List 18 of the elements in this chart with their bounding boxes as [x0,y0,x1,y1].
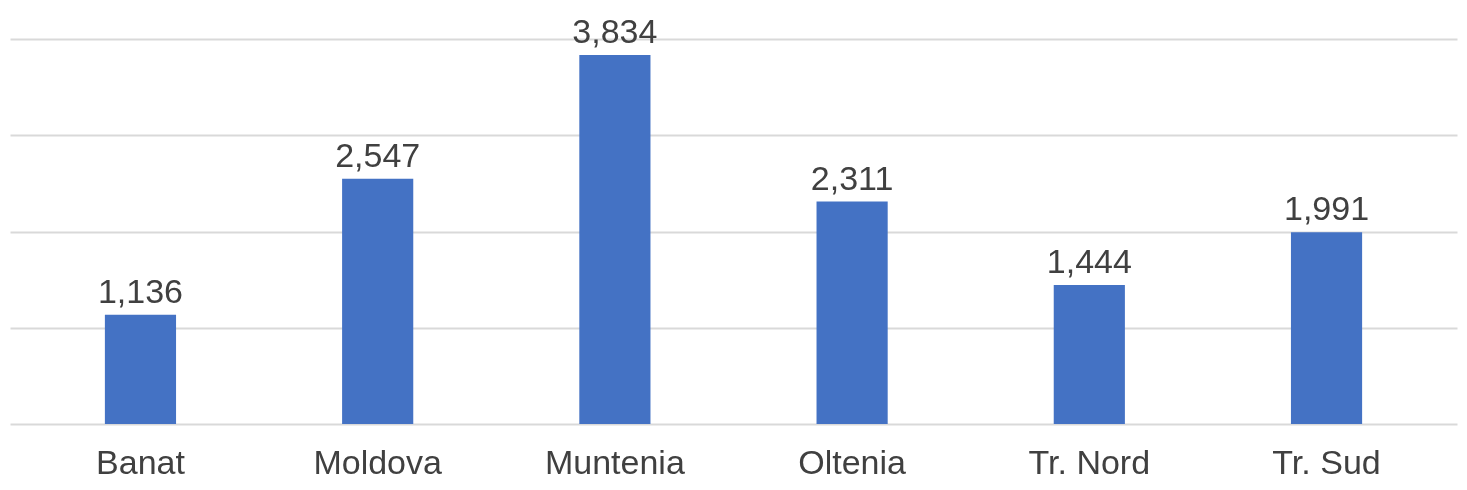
bar [104,314,177,424]
x-tick-label: Moldova [313,442,443,481]
x-tick-label: Tr. Nord [1028,442,1151,481]
data-label: 3,834 [572,11,658,50]
x-tick-label: Muntenia [544,442,685,481]
bar [1053,285,1125,424]
bar [342,178,414,424]
data-label: 2,311 [810,158,894,197]
data-label: 1,136 [97,271,184,310]
data-label: 2,547 [335,135,421,174]
x-tick-label: Banat [96,442,186,481]
x-tick-label: Oltenia [798,442,907,481]
x-tick-label: Tr. Sud [1272,442,1381,481]
bar [579,54,651,424]
bar [816,201,888,424]
data-label: 1,444 [1046,242,1132,281]
data-label: 1,991 [1283,189,1370,228]
bar [1290,232,1363,424]
